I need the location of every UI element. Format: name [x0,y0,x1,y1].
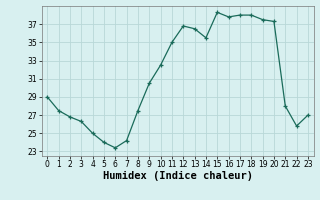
X-axis label: Humidex (Indice chaleur): Humidex (Indice chaleur) [103,171,252,181]
